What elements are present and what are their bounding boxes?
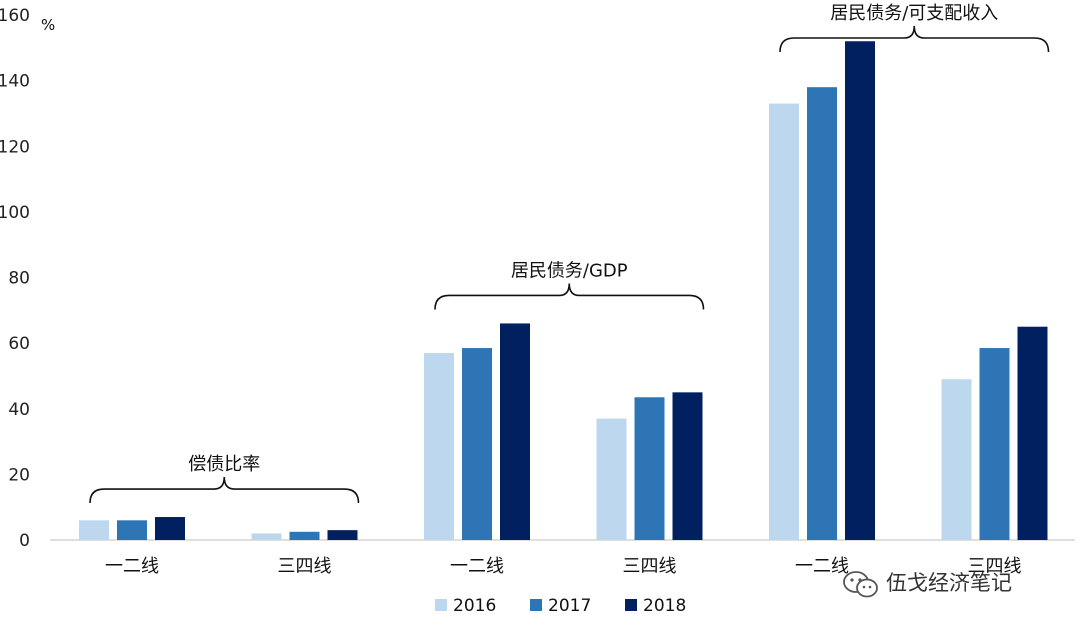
y-unit-label: % xyxy=(41,16,55,34)
watermark: 伍戈经济笔记 xyxy=(843,571,1012,598)
category-label: 三四线 xyxy=(278,556,332,577)
bar-2017-3 xyxy=(634,397,665,540)
legend-label-2017: 2017 xyxy=(548,596,591,616)
category-label: 一二线 xyxy=(795,556,849,577)
bars xyxy=(79,41,1048,540)
bar-2017-2 xyxy=(462,348,492,540)
legend-label-2016: 2016 xyxy=(453,596,496,616)
legend-swatch-2018 xyxy=(625,599,637,611)
bar-2018-5 xyxy=(1017,326,1048,540)
category-labels: 一二线 三四线 一二线 三四线 一二线 三四线 xyxy=(105,556,1022,577)
bar-2017-0 xyxy=(117,520,147,540)
wechat-icon xyxy=(843,571,878,598)
y-tick-label: 0 xyxy=(19,531,30,551)
group-brace xyxy=(89,477,360,504)
y-tick-label: 60 xyxy=(8,334,30,354)
bar-2018-1 xyxy=(327,530,358,540)
legend-swatch-2017 xyxy=(530,599,542,611)
bar-2016-5 xyxy=(941,379,972,540)
bar-2018-0 xyxy=(155,517,185,540)
y-tick-label: 140 xyxy=(0,72,30,92)
bar-2018-2 xyxy=(500,323,530,540)
y-tick-label: 40 xyxy=(8,400,30,420)
group-label: 居民债务/可支配收入 xyxy=(830,3,998,24)
watermark-text: 伍戈经济笔记 xyxy=(886,571,1012,595)
y-tick-label: 100 xyxy=(0,203,30,223)
group-brace xyxy=(434,283,705,310)
legend-swatch-2016 xyxy=(435,599,447,611)
legend: 2016 2017 2018 xyxy=(435,596,686,616)
category-label: 三四线 xyxy=(623,556,677,577)
bar-2016-0 xyxy=(79,520,109,540)
bar-2018-3 xyxy=(672,392,703,540)
category-label: 一二线 xyxy=(105,556,159,577)
bar-2017-4 xyxy=(807,87,837,540)
y-tick-label: 160 xyxy=(0,6,30,26)
bar-2016-4 xyxy=(769,103,799,540)
legend-label-2018: 2018 xyxy=(643,596,686,616)
bar-2017-5 xyxy=(979,348,1010,540)
y-tick-label: 80 xyxy=(8,269,30,289)
bar-2016-1 xyxy=(251,533,282,540)
y-tick-label: 20 xyxy=(8,465,30,485)
bar-2016-2 xyxy=(424,352,454,540)
group-label: 居民债务/GDP xyxy=(511,260,628,281)
category-label: 一二线 xyxy=(450,556,504,577)
group-label: 偿债比率 xyxy=(188,454,260,475)
bar-2017-1 xyxy=(289,531,320,540)
bar-2016-3 xyxy=(596,418,627,540)
group-brace xyxy=(779,25,1050,53)
group-braces: 偿债比率 居民债务/GDP 居民债务/可支配收入 xyxy=(89,3,1050,504)
bar-2018-4 xyxy=(845,41,875,540)
category-label: 三四线 xyxy=(968,556,1022,577)
y-axis: 0 20 40 60 80 100 120 140 160 xyxy=(0,6,30,551)
y-tick-label: 120 xyxy=(0,137,30,157)
